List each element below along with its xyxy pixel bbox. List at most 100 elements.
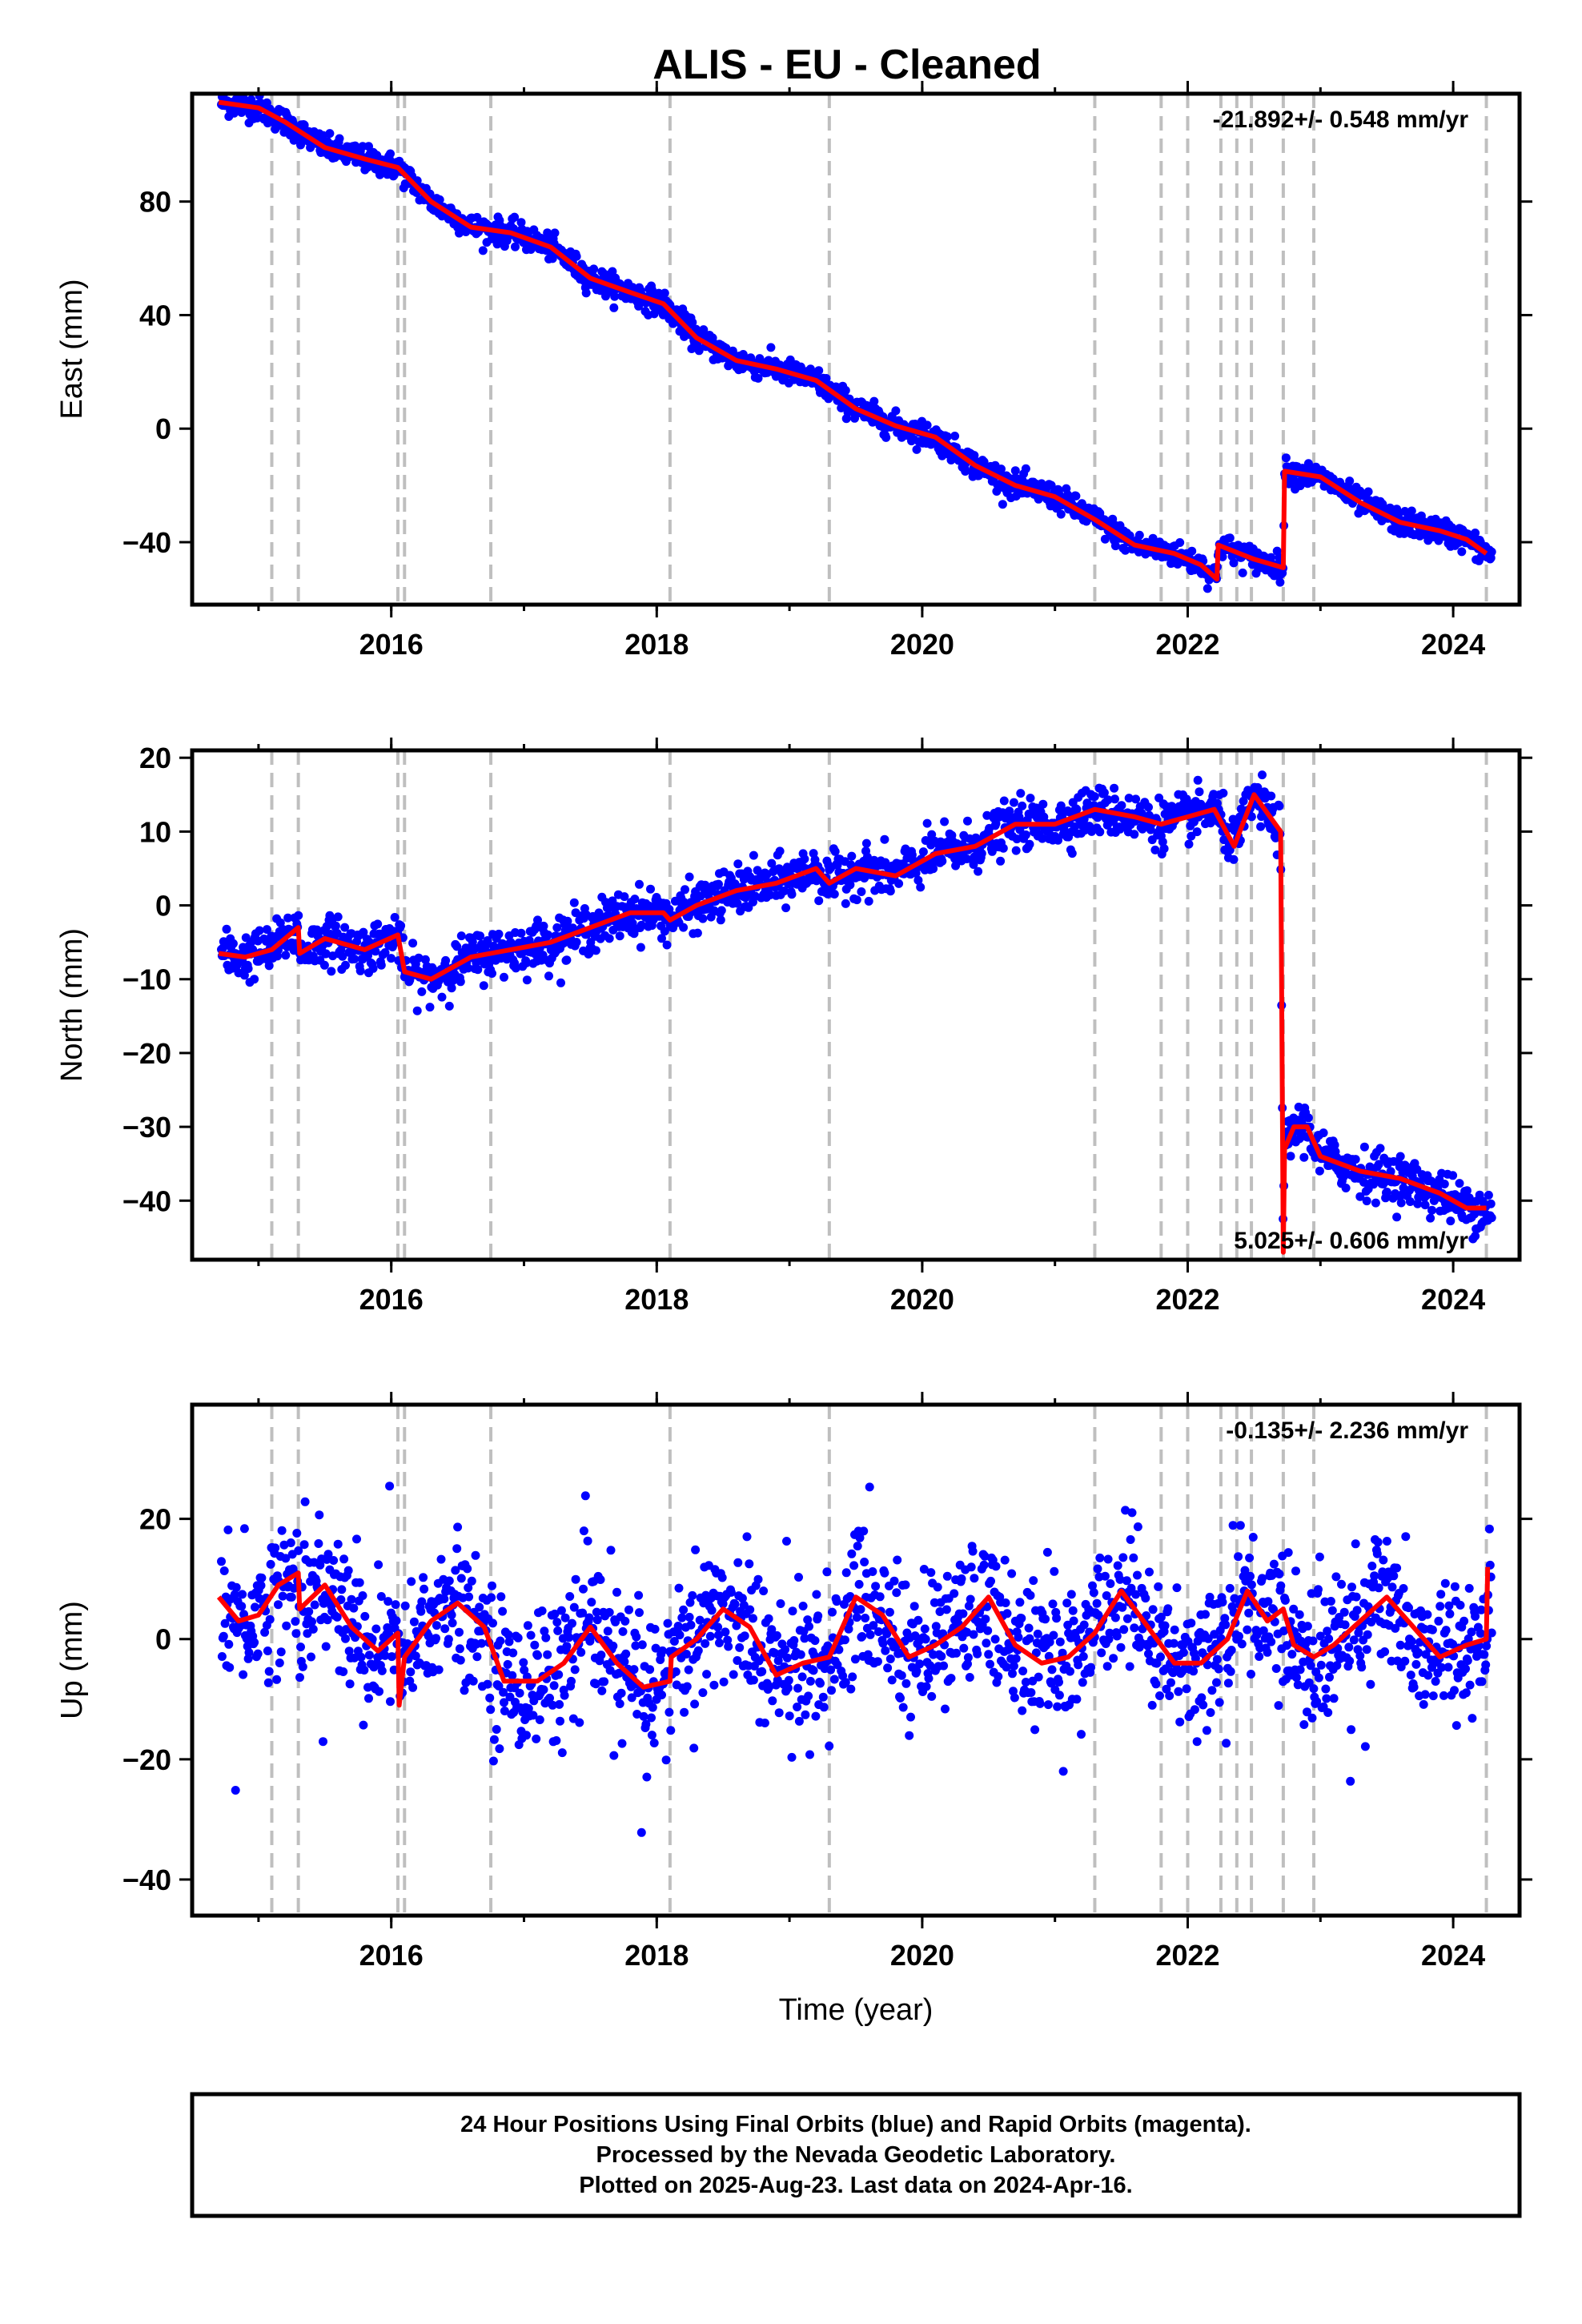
data-point xyxy=(781,1645,790,1655)
data-point xyxy=(1031,1648,1041,1658)
data-point xyxy=(1192,1737,1202,1747)
data-point xyxy=(933,1582,942,1592)
data-point xyxy=(513,1633,523,1642)
data-point xyxy=(409,1617,419,1626)
data-point xyxy=(1341,1184,1351,1192)
data-point xyxy=(1033,1629,1042,1638)
data-point xyxy=(812,1590,821,1599)
data-point xyxy=(1008,1669,1017,1679)
data-point xyxy=(456,1574,466,1583)
data-point xyxy=(562,1642,572,1651)
data-point xyxy=(1006,1644,1015,1654)
data-point xyxy=(630,895,640,904)
data-point xyxy=(674,1583,684,1593)
data-point xyxy=(359,927,368,937)
data-point xyxy=(680,1707,689,1717)
data-point xyxy=(660,288,669,298)
data-point xyxy=(832,1597,841,1606)
data-point xyxy=(805,1622,813,1631)
data-point xyxy=(614,1668,624,1678)
data-point xyxy=(281,951,291,960)
data-point xyxy=(425,1003,435,1012)
data-point xyxy=(1090,792,1099,802)
data-point xyxy=(420,955,430,964)
data-point xyxy=(262,925,271,935)
data-point xyxy=(1129,1553,1138,1562)
data-point xyxy=(982,810,992,820)
data-point xyxy=(713,1622,723,1632)
data-point xyxy=(315,1510,324,1520)
data-point xyxy=(319,131,327,140)
data-point xyxy=(468,1676,478,1686)
data-point xyxy=(951,861,961,870)
x-tick-label: 2020 xyxy=(890,1283,954,1316)
data-point xyxy=(980,1551,990,1561)
data-point xyxy=(564,1633,574,1642)
data-point xyxy=(690,1699,700,1709)
data-point xyxy=(1069,1616,1078,1626)
data-point xyxy=(283,913,293,923)
data-point xyxy=(498,1606,508,1616)
data-point xyxy=(572,251,581,261)
data-point xyxy=(860,1558,869,1566)
data-point xyxy=(679,923,689,932)
data-point xyxy=(732,1621,741,1630)
data-point xyxy=(803,1615,813,1625)
data-point xyxy=(686,1620,696,1630)
data-point xyxy=(969,1630,978,1639)
data-point xyxy=(1024,1623,1034,1633)
data-point xyxy=(294,1546,303,1555)
data-point xyxy=(965,1673,974,1682)
data-point xyxy=(1047,1665,1057,1675)
x-minor-ticks xyxy=(257,87,1455,611)
data-point xyxy=(387,1652,396,1662)
data-point xyxy=(1126,1535,1135,1544)
data-point xyxy=(873,1627,883,1636)
data-point xyxy=(875,1592,885,1602)
data-point xyxy=(797,1672,807,1682)
data-point xyxy=(1134,530,1144,540)
data-point xyxy=(1267,791,1276,801)
data-point xyxy=(1015,1598,1025,1607)
x-tick-label: 2020 xyxy=(890,628,954,661)
data-point xyxy=(300,1497,310,1506)
data-point xyxy=(1195,787,1204,797)
data-point xyxy=(793,1703,802,1711)
data-point xyxy=(550,1609,560,1618)
data-point xyxy=(1218,1598,1227,1607)
data-point xyxy=(1130,830,1139,839)
data-point xyxy=(424,1631,433,1641)
data-point xyxy=(629,1665,639,1675)
data-point xyxy=(1258,1574,1267,1583)
data-point xyxy=(1066,1590,1076,1599)
data-point xyxy=(1121,1506,1130,1515)
data-point xyxy=(859,1526,869,1536)
data-point xyxy=(1207,1686,1217,1695)
data-point xyxy=(524,1704,533,1713)
data-point xyxy=(380,948,390,957)
data-point xyxy=(1201,1610,1210,1619)
data-point xyxy=(881,432,891,442)
data-point xyxy=(1244,1608,1254,1618)
data-point xyxy=(1486,1199,1496,1208)
data-point xyxy=(1103,795,1113,805)
data-point xyxy=(1067,849,1077,858)
data-point xyxy=(486,1705,496,1715)
data-point xyxy=(478,246,488,255)
data-point xyxy=(352,1534,361,1544)
data-point xyxy=(1281,453,1291,463)
data-point xyxy=(563,916,572,926)
data-point xyxy=(1118,1602,1127,1612)
data-point xyxy=(520,1665,529,1675)
data-point xyxy=(983,1626,993,1635)
data-point xyxy=(516,218,526,227)
y-tick-label: −40 xyxy=(122,1184,171,1217)
data-point xyxy=(488,1618,497,1628)
data-point xyxy=(1420,1200,1430,1210)
data-point xyxy=(1386,1167,1395,1176)
data-point xyxy=(341,1634,350,1643)
data-point xyxy=(405,1676,415,1686)
data-point xyxy=(911,868,921,878)
data-point xyxy=(321,949,331,959)
data-point xyxy=(827,1686,836,1695)
